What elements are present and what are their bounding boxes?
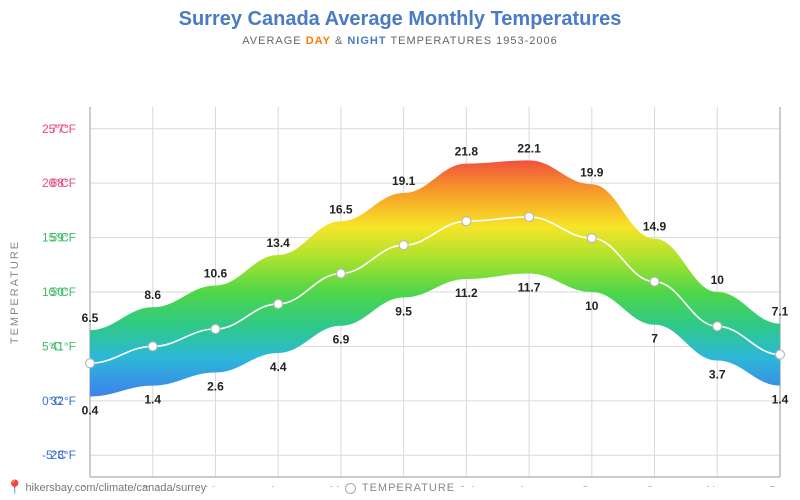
day-value-label: 6.5 [82,311,99,325]
chart-subtitle: AVERAGE DAY & NIGHT TEMPERATURES 1953-20… [0,31,800,47]
avg-marker [650,277,659,286]
y-tick-f: 77°F [51,122,76,136]
avg-marker [86,359,95,368]
day-value-label: 10 [711,273,725,287]
night-value-label: 1.4 [144,393,161,407]
y-tick-f: 68°F [51,176,76,190]
subtitle-night: NIGHT [347,35,386,47]
night-value-label: 11.2 [455,286,478,300]
chart-title: Surrey Canada Average Monthly Temperatur… [0,0,800,31]
night-value-label: 3.7 [709,368,726,382]
avg-marker [399,241,408,250]
day-value-label: 16.5 [329,202,353,216]
avg-marker [274,299,283,308]
day-value-label: 7.1 [772,305,789,319]
legend-marker-icon [345,483,356,494]
subtitle-suffix: TEMPERATURES 1953-2006 [387,35,558,47]
avg-marker [148,342,157,351]
night-value-label: 10 [585,299,599,313]
avg-marker [587,234,596,243]
day-value-label: 14.9 [643,220,667,234]
temperature-chart: Surrey Canada Average Monthly Temperatur… [0,0,800,500]
day-value-label: 22.1 [517,141,541,155]
avg-marker [776,350,785,359]
avg-marker [713,322,722,331]
night-value-label: 2.6 [207,380,224,394]
day-value-label: 13.4 [267,236,291,250]
day-value-label: 10.6 [204,266,228,280]
night-value-label: 6.9 [333,333,350,347]
night-value-label: 4.4 [270,360,287,374]
subtitle-day: DAY [306,35,331,47]
night-value-label: 11.7 [518,281,541,295]
y-axis-label: TEMPERATURE [9,240,21,344]
y-tick-f: 59°F [51,231,76,245]
day-value-label: 19.9 [580,165,604,179]
y-tick-f: 41°F [51,339,76,353]
source-footer: 📍hikersbay.com/climate/canada/surrey [6,479,206,496]
night-value-label: 0.4 [82,403,99,417]
subtitle-prefix: AVERAGE [242,35,305,47]
map-pin-icon: 📍 [6,479,23,496]
source-url: hikersbay.com/climate/canada/surrey [25,482,206,494]
avg-marker [462,217,471,226]
night-value-label: 1.4 [772,393,789,407]
avg-marker [336,269,345,278]
night-value-label: 9.5 [395,304,412,318]
y-tick-f: 50°F [51,285,76,299]
day-value-label: 21.8 [455,145,479,159]
legend-label: TEMPERATURE [362,482,455,494]
day-value-label: 8.6 [144,288,161,302]
y-tick-f: 23°F [51,448,76,462]
chart-svg: -5°C23°F0°C32°F5°C41°F10°C50°F15°C59°F20… [0,47,800,487]
y-tick-f: 32°F [51,394,76,408]
subtitle-amp: & [331,35,347,47]
night-value-label: 7 [651,332,658,346]
day-value-label: 19.1 [392,174,416,188]
temperature-band [90,160,780,396]
avg-marker [525,212,534,221]
avg-marker [211,325,220,334]
